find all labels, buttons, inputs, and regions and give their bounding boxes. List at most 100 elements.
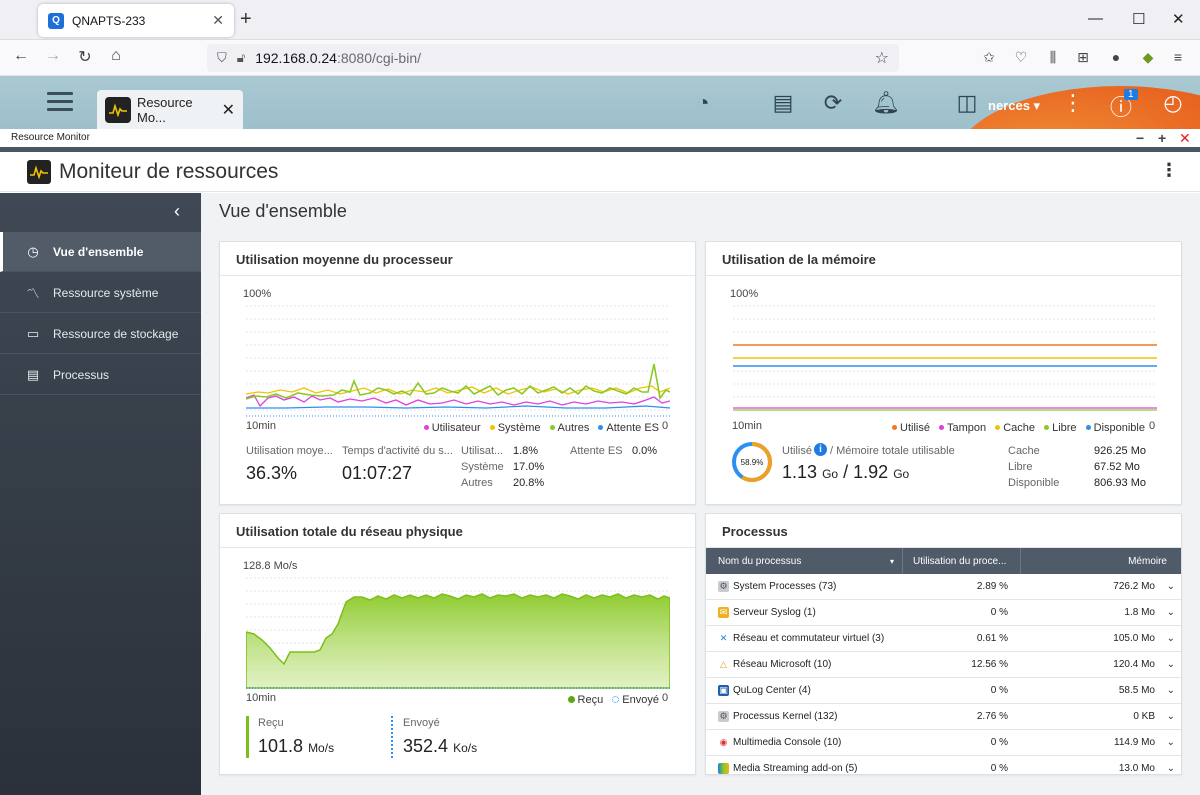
cpu-other-label: Autres	[461, 477, 493, 489]
column-cpu-usage[interactable]: Utilisation du proce...	[903, 548, 1021, 574]
table-row[interactable]: ▣ QuLog Center (4) 0 % 58.5 Mo ⌄	[706, 678, 1181, 704]
dashboard-icon[interactable]: ◴	[1163, 90, 1183, 115]
save-icon[interactable]: ✩	[983, 49, 995, 65]
chevron-down-icon[interactable]: ⌄	[1166, 711, 1175, 722]
column-header-label: Mémoire	[1128, 555, 1167, 567]
process-name: System Processes (73)	[733, 581, 837, 592]
io-wait-value: 0.0%	[632, 445, 658, 457]
qts-app-tab[interactable]: Resource Mo... ✕	[97, 90, 243, 129]
main-menu-icon[interactable]	[47, 92, 73, 116]
sidebar-item-label: Ressource système	[53, 285, 159, 300]
extension-alert-icon[interactable]: ◆	[1142, 49, 1154, 65]
received-value: 101.8 Mo/s	[258, 736, 334, 757]
reload-icon[interactable]: ↻	[78, 49, 92, 66]
network-x-axis-start: 10min	[246, 692, 276, 704]
collapse-sidebar-icon[interactable]: ‹	[174, 201, 180, 221]
search-icon[interactable]: ◔	[696, 90, 710, 115]
cpu-line-attente	[246, 405, 670, 409]
pocket-icon[interactable]: ♡	[1014, 49, 1028, 65]
memory-separator: /	[843, 462, 849, 482]
cpu-user-label: Utilisat...	[461, 445, 504, 457]
username-menu[interactable]: nerces ▾	[988, 98, 1041, 113]
gear-icon: ⚙	[718, 711, 729, 722]
qnap-favicon-icon: Q	[48, 12, 64, 29]
processes-card: Processus Nom du processus ▾ Utilisation …	[705, 513, 1182, 775]
minimize-icon[interactable]: —	[1088, 10, 1103, 27]
memory-used-label: Utilisé	[782, 445, 812, 457]
table-row[interactable]: ⚙ System Processes (73) 2.89 % 726.2 Mo ⌄	[706, 574, 1181, 600]
close-tab-icon[interactable]: ✕	[212, 12, 224, 28]
home-icon[interactable]: ⌂	[111, 47, 121, 64]
insecure-lock-icon[interactable]: 🔓︎	[236, 50, 246, 65]
info-icon[interactable]: ⓘ	[1109, 95, 1132, 120]
chevron-down-icon[interactable]: ⌄	[1166, 659, 1175, 670]
close-window-icon[interactable]: ✕	[1172, 11, 1185, 28]
legend-dot	[489, 425, 495, 431]
memory-used-unit: Go	[822, 467, 839, 481]
chevron-down-icon[interactable]: ⌄	[1166, 607, 1175, 618]
extension-avatar-icon[interactable]: ●	[1111, 49, 1121, 65]
window-minimize-icon[interactable]: −	[1136, 130, 1145, 146]
window-title: Resource Monitor	[11, 132, 90, 143]
hamburger-menu-icon[interactable]: ≡	[1173, 49, 1183, 65]
bookmark-star-icon[interactable]: ☆	[874, 50, 889, 67]
legend-tampon: Tampon	[947, 422, 987, 434]
memory-chart	[733, 305, 1157, 411]
free-value: 67.52 Mo	[1094, 461, 1140, 473]
chevron-down-icon[interactable]: ⌄	[1166, 737, 1175, 748]
table-row[interactable]: △ Réseau Microsoft (10) 12.56 % 120.4 Mo ⌄	[706, 652, 1181, 678]
process-name: Media Streaming add-on (5)	[733, 763, 858, 774]
memory-y-axis-max: 100%	[730, 288, 759, 300]
app-header: Moniteur de ressources ⋮	[0, 152, 1200, 192]
cpu-usage-card: Utilisation moyenne du processeur 100% 1…	[219, 241, 696, 505]
sort-caret-icon[interactable]: ▾	[889, 556, 894, 566]
column-memory[interactable]: Mémoire	[1021, 555, 1181, 567]
legend-attente-es: Attente ES	[606, 422, 659, 434]
legend-dot	[598, 425, 604, 431]
chevron-down-icon[interactable]: ⌄	[1166, 685, 1175, 696]
chevron-down-icon[interactable]: ⌄	[1166, 633, 1175, 644]
legend-utilisateur: Utilisateur	[431, 422, 481, 434]
extension-grid-icon[interactable]: ⊞	[1077, 49, 1089, 65]
legend-dot	[612, 696, 620, 704]
background-tasks-icon[interactable]: ▤	[772, 90, 794, 115]
sidebar-item-system-resource[interactable]: 〽 Ressource système	[0, 273, 201, 313]
memory-donut: 58.9%	[732, 442, 772, 482]
forward-icon[interactable]: →	[45, 47, 61, 64]
app-more-options-icon[interactable]: ⋮	[1160, 160, 1178, 180]
more-options-icon[interactable]: ⋮	[1062, 90, 1084, 115]
browser-tab-strip: Q QNAPTS-233 ✕ + — ☐ ✕	[0, 0, 1200, 40]
table-row[interactable]: ⚙ Processus Kernel (132) 2.76 % 0 KB ⌄	[706, 704, 1181, 730]
back-icon[interactable]: ←	[13, 47, 29, 64]
browser-tab[interactable]: Q QNAPTS-233 ✕	[38, 4, 234, 37]
gear-icon: ⚙	[718, 581, 729, 592]
chevron-down-icon[interactable]: ⌄	[1166, 763, 1175, 774]
table-row[interactable]: ◉ Multimedia Console (10) 0 % 114.9 Mo ⌄	[706, 730, 1181, 756]
window-maximize-icon[interactable]: +	[1158, 130, 1167, 146]
address-bar[interactable]: ⛉ 🔓︎ 192.168.0.24 :8080/cgi-bin/ ☆	[207, 44, 899, 72]
user-icon[interactable]: ◫	[956, 90, 978, 115]
bell-icon[interactable]: 🔔︎	[872, 90, 900, 115]
shield-icon[interactable]: ⛉	[217, 50, 227, 65]
sync-icon[interactable]: ⟳	[823, 90, 843, 115]
info-icon[interactable]: i	[814, 443, 827, 456]
close-app-tab-icon[interactable]: ✕	[221, 101, 235, 119]
process-table-header: Nom du processus ▾ Utilisation du proce..…	[706, 548, 1181, 574]
chart-line-icon: 〽	[26, 286, 40, 301]
sidebar-item-overview[interactable]: ◷ Vue d'ensemble	[0, 232, 201, 272]
process-cpu: 12.56 %	[971, 659, 1008, 670]
maximize-icon[interactable]: ☐	[1132, 11, 1146, 28]
notification-badge: 1	[1124, 89, 1138, 100]
sidebar-item-processes[interactable]: ▤ Processus	[0, 355, 201, 395]
sent-unit: Ko/s	[453, 741, 478, 755]
column-process-name[interactable]: Nom du processus ▾	[706, 548, 903, 574]
table-row[interactable]: ✉ Serveur Syslog (1) 0 % 1.8 Mo ⌄	[706, 600, 1181, 626]
library-icon[interactable]: ⫼	[1049, 49, 1057, 65]
new-tab-icon[interactable]: +	[240, 8, 252, 30]
table-row[interactable]: ✕ Réseau et commutateur virtuel (3) 0.61 …	[706, 626, 1181, 652]
process-cpu: 2.76 %	[976, 711, 1008, 722]
chevron-down-icon[interactable]: ⌄	[1166, 581, 1175, 592]
window-close-icon[interactable]: ✕	[1179, 130, 1191, 146]
sidebar-item-storage-resource[interactable]: ▭ Ressource de stockage	[0, 314, 201, 354]
table-row[interactable]: Media Streaming add-on (5) 0 % 13.0 Mo ⌄	[706, 756, 1181, 774]
